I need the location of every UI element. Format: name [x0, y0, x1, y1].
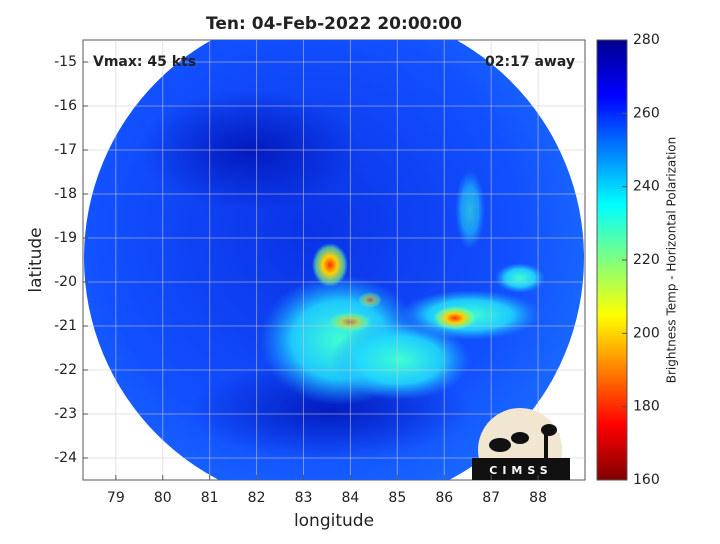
hot-spot — [358, 292, 382, 308]
colorbar-tick-label: 200 — [633, 325, 660, 341]
logo-tank — [541, 424, 557, 436]
colorbar-tick-label: 180 — [633, 399, 660, 415]
annotation: 02:17 away — [485, 54, 575, 70]
y-tick-label: -19 — [54, 230, 77, 246]
logo: CIMSS — [472, 408, 570, 480]
x-tick-label: 83 — [295, 490, 313, 506]
colorbar-tick-label: 240 — [633, 179, 660, 195]
x-tick-label: 85 — [388, 490, 406, 506]
x-tick-label: 84 — [342, 490, 360, 506]
colorbar-tick-label: 280 — [633, 32, 660, 48]
x-tick-label: 88 — [529, 490, 547, 506]
logo-band — [472, 458, 570, 480]
logo-dish — [511, 432, 529, 444]
y-axis-label: latitude — [26, 227, 46, 292]
convection — [495, 263, 545, 293]
y-tick-label: -21 — [54, 318, 77, 334]
logo-dish — [489, 438, 511, 452]
x-tick-label: 82 — [248, 490, 266, 506]
x-tick-label: 87 — [482, 490, 500, 506]
colorbar-tick-label: 160 — [633, 472, 660, 488]
x-tick-label: 86 — [435, 490, 453, 506]
y-tick-label: -16 — [54, 98, 77, 114]
y-tick-label: -23 — [54, 406, 77, 422]
x-axis-label: longitude — [294, 511, 374, 531]
colorbar-tick-label: 220 — [633, 252, 660, 268]
y-tick-label: -17 — [54, 142, 77, 158]
convection — [455, 170, 485, 250]
y-tick-label: -24 — [54, 450, 77, 466]
hot-spot — [312, 243, 348, 287]
logo-tower — [544, 432, 548, 460]
x-tick-label: 80 — [154, 490, 172, 506]
x-tick-label: 81 — [201, 490, 219, 506]
chart-title: Ten: 04-Feb-2022 20:00:00 — [206, 14, 462, 34]
colorbar-label: Brightness Temp - Horizontal Polarizatio… — [665, 137, 679, 384]
logo-text: CIMSS — [489, 464, 552, 477]
x-tick-label: 79 — [107, 490, 125, 506]
colorbar-tick-label: 260 — [633, 105, 660, 121]
convection — [330, 320, 470, 400]
y-tick-label: -20 — [54, 274, 77, 290]
y-tick-label: -22 — [54, 362, 77, 378]
y-tick-label: -18 — [54, 186, 77, 202]
y-tick-label: -15 — [54, 54, 77, 70]
grid — [83, 40, 585, 480]
annotation: Vmax: 45 kts — [93, 54, 196, 70]
